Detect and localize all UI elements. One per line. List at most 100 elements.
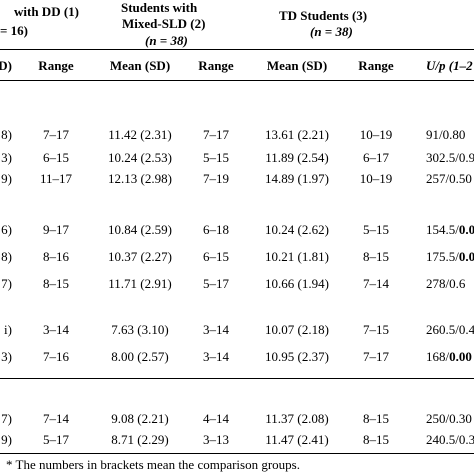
cell-u-p-value: 168/: [426, 349, 450, 364]
cell-u-p-significant: 0.00: [449, 349, 472, 364]
cell-c4: 11.37 (2.08): [265, 411, 329, 426]
cell-c2: 8.00 (2.57): [111, 349, 169, 364]
cell-c1: 7–14: [43, 411, 69, 426]
cell-c5: 5–15: [363, 222, 389, 237]
cell-c1: 7–16: [43, 349, 69, 364]
cell-c3: 5–15: [203, 150, 229, 165]
cell-c4: 10.07 (2.18): [265, 322, 329, 337]
col-header-range-1: Range: [38, 58, 74, 73]
cell-c2: 11.71 (2.91): [108, 276, 172, 291]
cell-c3: 3–14: [203, 322, 229, 337]
cell-c1: 5–17: [43, 432, 69, 447]
cell-c5: 8–15: [363, 249, 389, 264]
cell-c2: 7.63 (3.10): [111, 322, 169, 337]
cell-c1: 7–17: [43, 127, 69, 142]
cell-u-p: 250/0.30: [426, 411, 472, 427]
cell-c4: 10.21 (1.81): [265, 249, 329, 264]
col-header-sd-partial: D): [0, 58, 12, 73]
cell-u-p: 278/0.6: [426, 276, 465, 292]
cell-u-p: 91/0.80: [426, 127, 465, 143]
cell-c5: 7–15: [363, 322, 389, 337]
cell-c2: 10.37 (2.27): [108, 249, 172, 264]
cell-c4: 11.47 (2.41): [265, 432, 329, 447]
cell-partial-sd: 9): [1, 171, 12, 186]
cell-c2: 10.24 (2.53): [108, 150, 172, 165]
cell-u-p: 154.5/0.0: [426, 222, 474, 238]
header-sld-n: (n = 38): [145, 33, 188, 48]
cell-c1: 3–14: [43, 322, 69, 337]
cell-u-p-value: 302.5/0.9: [426, 150, 474, 165]
cell-c3: 6–18: [203, 222, 229, 237]
cell-u-p-value: 175.5/: [426, 249, 459, 264]
cell-c4: 10.95 (2.37): [265, 349, 329, 364]
cell-c5: 7–14: [363, 276, 389, 291]
cell-partial-sd: 6): [1, 222, 12, 237]
cell-u-p: 168/0.00: [426, 349, 472, 365]
cell-c5: 8–15: [363, 432, 389, 447]
cell-u-p-value: 257/0.50: [426, 171, 472, 186]
col-header-u-p: U/p (1–2: [426, 58, 473, 73]
cell-u-p-value: 250/0.30: [426, 411, 472, 426]
cell-c2: 9.08 (2.21): [111, 411, 169, 426]
cell-c1: 8–15: [43, 276, 69, 291]
cell-partial-sd: 8): [1, 127, 12, 142]
col-header-mean-3: Mean (SD): [266, 58, 328, 73]
cell-u-p: 260.5/0.4: [426, 322, 474, 338]
cell-c1: 11–17: [39, 171, 73, 186]
cell-c3: 5–17: [203, 276, 229, 291]
cell-u-p: 302.5/0.9: [426, 150, 474, 166]
col-header-range-3: Range: [358, 58, 394, 73]
rule-table-bottom: [0, 453, 474, 454]
header-sld-line2: Mixed-SLD (2): [122, 16, 206, 31]
cell-partial-sd: 9): [1, 432, 12, 447]
cell-c4: 13.61 (2.21): [265, 127, 329, 142]
cell-partial-sd: 8): [1, 249, 12, 264]
header-sld-line1: Students with: [121, 0, 198, 15]
cell-c5: 7–17: [363, 349, 389, 364]
cell-u-p: 240.5/0.3: [426, 432, 474, 448]
cell-c3: 3–14: [203, 349, 229, 364]
cell-c1: 6–15: [43, 150, 69, 165]
cell-u-p-value: 260.5/0.4: [426, 322, 474, 337]
rule-section-break: [0, 378, 474, 379]
cell-partial-sd: 3): [1, 349, 12, 364]
cell-c4: 10.24 (2.62): [265, 222, 329, 237]
cell-c1: 9–17: [43, 222, 69, 237]
cell-c2: 11.42 (2.31): [108, 127, 172, 142]
cell-c4: 10.66 (1.94): [265, 276, 329, 291]
cell-c3: 6–15: [203, 249, 229, 264]
cell-u-p-significant: 0.0: [458, 222, 474, 237]
rule-under-columns: [0, 80, 474, 81]
cell-u-p-value: 240.5/0.3: [426, 432, 474, 447]
cell-u-p: 175.5/0.0: [426, 249, 474, 265]
cell-c3: 7–19: [203, 171, 229, 186]
cell-partial-sd: i): [4, 322, 12, 337]
cell-c2: 12.13 (2.98): [108, 171, 172, 186]
cell-u-p-value: 278/0.6: [426, 276, 466, 291]
cell-c5: 10–19: [359, 171, 393, 186]
header-td-group: TD Students (3): [279, 8, 368, 23]
cell-c5: 8–15: [363, 411, 389, 426]
cell-c1: 8–16: [43, 249, 69, 264]
header-dd-group: with DD (1): [14, 4, 79, 19]
footnote: * The numbers in brackets mean the compa…: [6, 457, 300, 472]
col-header-mean-2: Mean (SD): [109, 58, 171, 73]
cell-u-p-value: 154.5/: [426, 222, 459, 237]
cell-partial-sd: 7): [1, 411, 12, 426]
cell-c2: 10.84 (2.59): [108, 222, 172, 237]
cell-partial-sd: 7): [1, 276, 12, 291]
cell-c5: 6–17: [363, 150, 389, 165]
cell-c3: 7–17: [203, 127, 229, 142]
cell-c4: 14.89 (1.97): [265, 171, 329, 186]
cell-u-p-value: 91/0.80: [426, 127, 466, 142]
cell-partial-sd: 3): [1, 150, 12, 165]
col-header-range-2: Range: [198, 58, 234, 73]
header-dd-n: = 16): [0, 23, 28, 38]
cell-c5: 10–19: [359, 127, 393, 142]
cell-c2: 8.71 (2.29): [111, 432, 169, 447]
header-td-n: (n = 38): [310, 24, 353, 39]
cell-u-p-significant: 0.0: [458, 249, 474, 264]
cell-c4: 11.89 (2.54): [265, 150, 329, 165]
rule-under-groups: [0, 49, 474, 50]
cell-c3: 4–14: [203, 411, 229, 426]
